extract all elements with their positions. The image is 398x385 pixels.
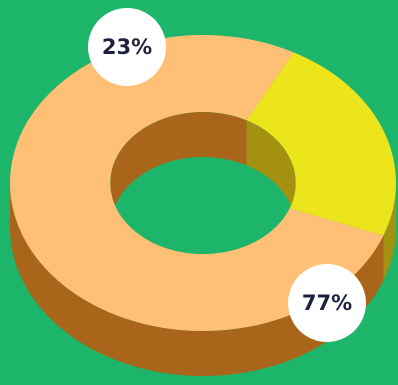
- data-label-0: 23%: [102, 35, 152, 59]
- slice-inner-side-1: [110, 111, 247, 228]
- donut-layer: [9, 35, 396, 376]
- slice-side-1: [10, 183, 384, 376]
- slice-inner-side-0: [246, 120, 296, 228]
- slice-1: [9, 35, 384, 332]
- label-bubble-0: [88, 8, 166, 86]
- label-bubble-1: [288, 264, 366, 342]
- inner-walls: [110, 111, 296, 228]
- data-label-1: 77%: [302, 291, 352, 315]
- slice-0: [246, 52, 396, 236]
- label-layer: 23% 77%: [88, 8, 366, 342]
- slice-side-0: [383, 183, 396, 281]
